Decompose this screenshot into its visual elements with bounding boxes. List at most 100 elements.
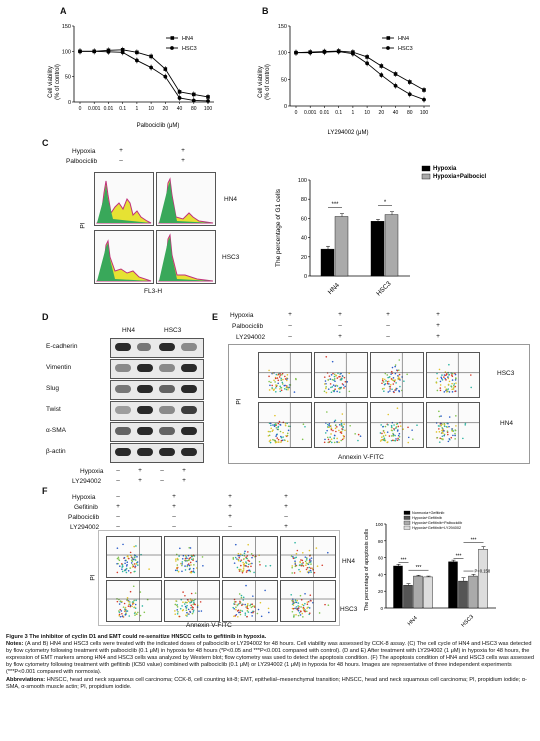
y-tick-label: 80 — [378, 539, 384, 544]
panel-f-sign: + — [172, 493, 176, 500]
sig-label: *** — [456, 553, 462, 559]
x-tick-label: 10 — [148, 106, 154, 112]
legend-marker — [170, 46, 174, 50]
panel-e-ylabel: PI — [235, 398, 243, 405]
panel-f-cell-hsc3: HSC3 — [340, 606, 358, 613]
sig-label: * — [384, 200, 387, 206]
x-tick-label: 80 — [191, 106, 197, 112]
panel-e-sign: – — [288, 333, 292, 340]
panel-a-ylabel-2: (% of control) — [55, 64, 61, 100]
panel-f-scatter-plot — [222, 536, 278, 578]
x-category-label: HN4 — [327, 282, 341, 296]
panel-e-sign: + — [338, 333, 342, 340]
x-category-label: HSC3 — [460, 614, 475, 629]
panel-e-scatter-plot — [314, 402, 368, 448]
panel-f-scatter-plot — [164, 536, 220, 578]
y-tick-label: 0 — [304, 274, 307, 280]
legend-label: Hypoxia+Gefitinib+LY294002 — [412, 526, 461, 530]
bar — [423, 576, 433, 609]
panel-c-sign: + — [181, 147, 185, 154]
panel-e-sign: + — [436, 333, 440, 340]
protein-label: Vimentin — [46, 364, 72, 371]
panel-f-sign: + — [228, 493, 232, 500]
panel-a-label: A — [60, 6, 67, 16]
panel-a-ylabel-1: Cell viability — [48, 66, 54, 98]
legend-marker — [386, 46, 390, 50]
series-line-hn4 — [295, 50, 425, 91]
x-tick-label: 40 — [177, 106, 183, 112]
panel-f-sign: – — [116, 493, 120, 500]
panel-c-flow-ylabel: PI — [79, 222, 87, 229]
series-line-hsc3 — [296, 51, 425, 101]
legend-label: HSC3 — [182, 46, 197, 52]
panel-f-row: LY294002 — [70, 524, 100, 531]
blot-row — [110, 422, 204, 442]
x-tick-label: 20 — [163, 106, 169, 112]
blot-row — [110, 338, 204, 358]
protein-label: Twist — [46, 406, 61, 413]
panel-f-row: Gefitinib — [74, 504, 98, 511]
panel-d-row-ly: LY294002 — [72, 478, 102, 485]
bar — [370, 221, 385, 277]
y-tick-label: 0 — [284, 104, 287, 110]
panel-e-cell-hn4: HN4 — [500, 420, 514, 427]
panel-f-label: F — [42, 486, 48, 496]
panel-d-sign: – — [116, 467, 120, 474]
panel-b-ylabel-2: (% of control) — [265, 64, 271, 100]
y-tick-label: 50 — [281, 77, 287, 83]
y-tick-label: 50 — [65, 75, 71, 81]
panel-e-sign: – — [288, 322, 292, 329]
panel-f-sign: + — [284, 493, 288, 500]
legend-label: HN4 — [398, 36, 409, 42]
panel-f-scatter-plot — [222, 580, 278, 622]
x-category-label: HN4 — [407, 615, 419, 627]
x-tick-label: 80 — [407, 110, 413, 116]
x-tick-label: 10 — [364, 110, 370, 116]
panel-c-bar-ylabel: The percentage of G1 cells — [275, 188, 282, 267]
panel-d-col-hn4: HN4 — [122, 327, 136, 334]
panel-e-xlabel: Annexin V-FITC — [338, 454, 384, 461]
panel-c-cell-hsc3: HSC3 — [222, 254, 240, 261]
panel-c-cell-hn4: HN4 — [224, 196, 238, 203]
panel-c-sign: + — [181, 157, 185, 164]
y-tick-label: 80 — [301, 197, 307, 203]
caption-notes-label: Notes: — [6, 641, 24, 648]
bar — [334, 216, 349, 277]
panel-e-sign: + — [436, 322, 440, 329]
western-blot: E-cadherin Vimentin Slug Twist α-SMA β-a… — [46, 338, 204, 466]
bar — [384, 214, 399, 277]
y-tick-label: 150 — [62, 24, 71, 30]
panel-c-label: C — [42, 138, 49, 148]
x-tick-label: 1 — [351, 110, 354, 116]
panel-c-sign: – — [119, 157, 123, 164]
panel-d-row-hypoxia: Hypoxia — [80, 468, 104, 475]
panel-e-sign: – — [338, 322, 342, 329]
x-category-label: HSC3 — [375, 280, 392, 297]
bar — [320, 248, 335, 277]
panel-f-xlabel: Annexin V-FITC — [186, 622, 232, 629]
sig-label: *** — [401, 558, 407, 564]
panel-f-cell-hn4: HN4 — [342, 558, 356, 565]
panel-f-sign: + — [172, 503, 176, 510]
legend-label: HSC3 — [398, 46, 413, 52]
panel-d-col-hsc3: HSC3 — [164, 327, 182, 334]
legend-label: Normoxia+Gefitinib — [412, 511, 444, 515]
panel-d-sign: – — [160, 467, 164, 474]
panel-d-sign: – — [116, 477, 120, 484]
panel-f-scatter-plot — [106, 536, 162, 578]
bar — [468, 575, 478, 609]
panel-c-sign: + — [119, 147, 123, 154]
bar — [413, 575, 423, 609]
panel-f-scatter-plot — [280, 536, 336, 578]
y-tick-label: 60 — [378, 556, 384, 561]
y-tick-label: 20 — [378, 589, 384, 594]
y-tick-label: 150 — [278, 24, 287, 30]
p-value-label: P=0.158 — [475, 569, 491, 574]
x-tick-label: 0.1 — [119, 106, 126, 112]
histogram-hn4-hypoxia — [94, 172, 154, 226]
sig-label: *** — [331, 202, 339, 208]
x-tick-label: 1 — [135, 106, 138, 112]
y-tick-label: 40 — [301, 236, 307, 242]
panel-f-sign: – — [284, 513, 288, 520]
y-tick-label: 40 — [378, 572, 384, 577]
